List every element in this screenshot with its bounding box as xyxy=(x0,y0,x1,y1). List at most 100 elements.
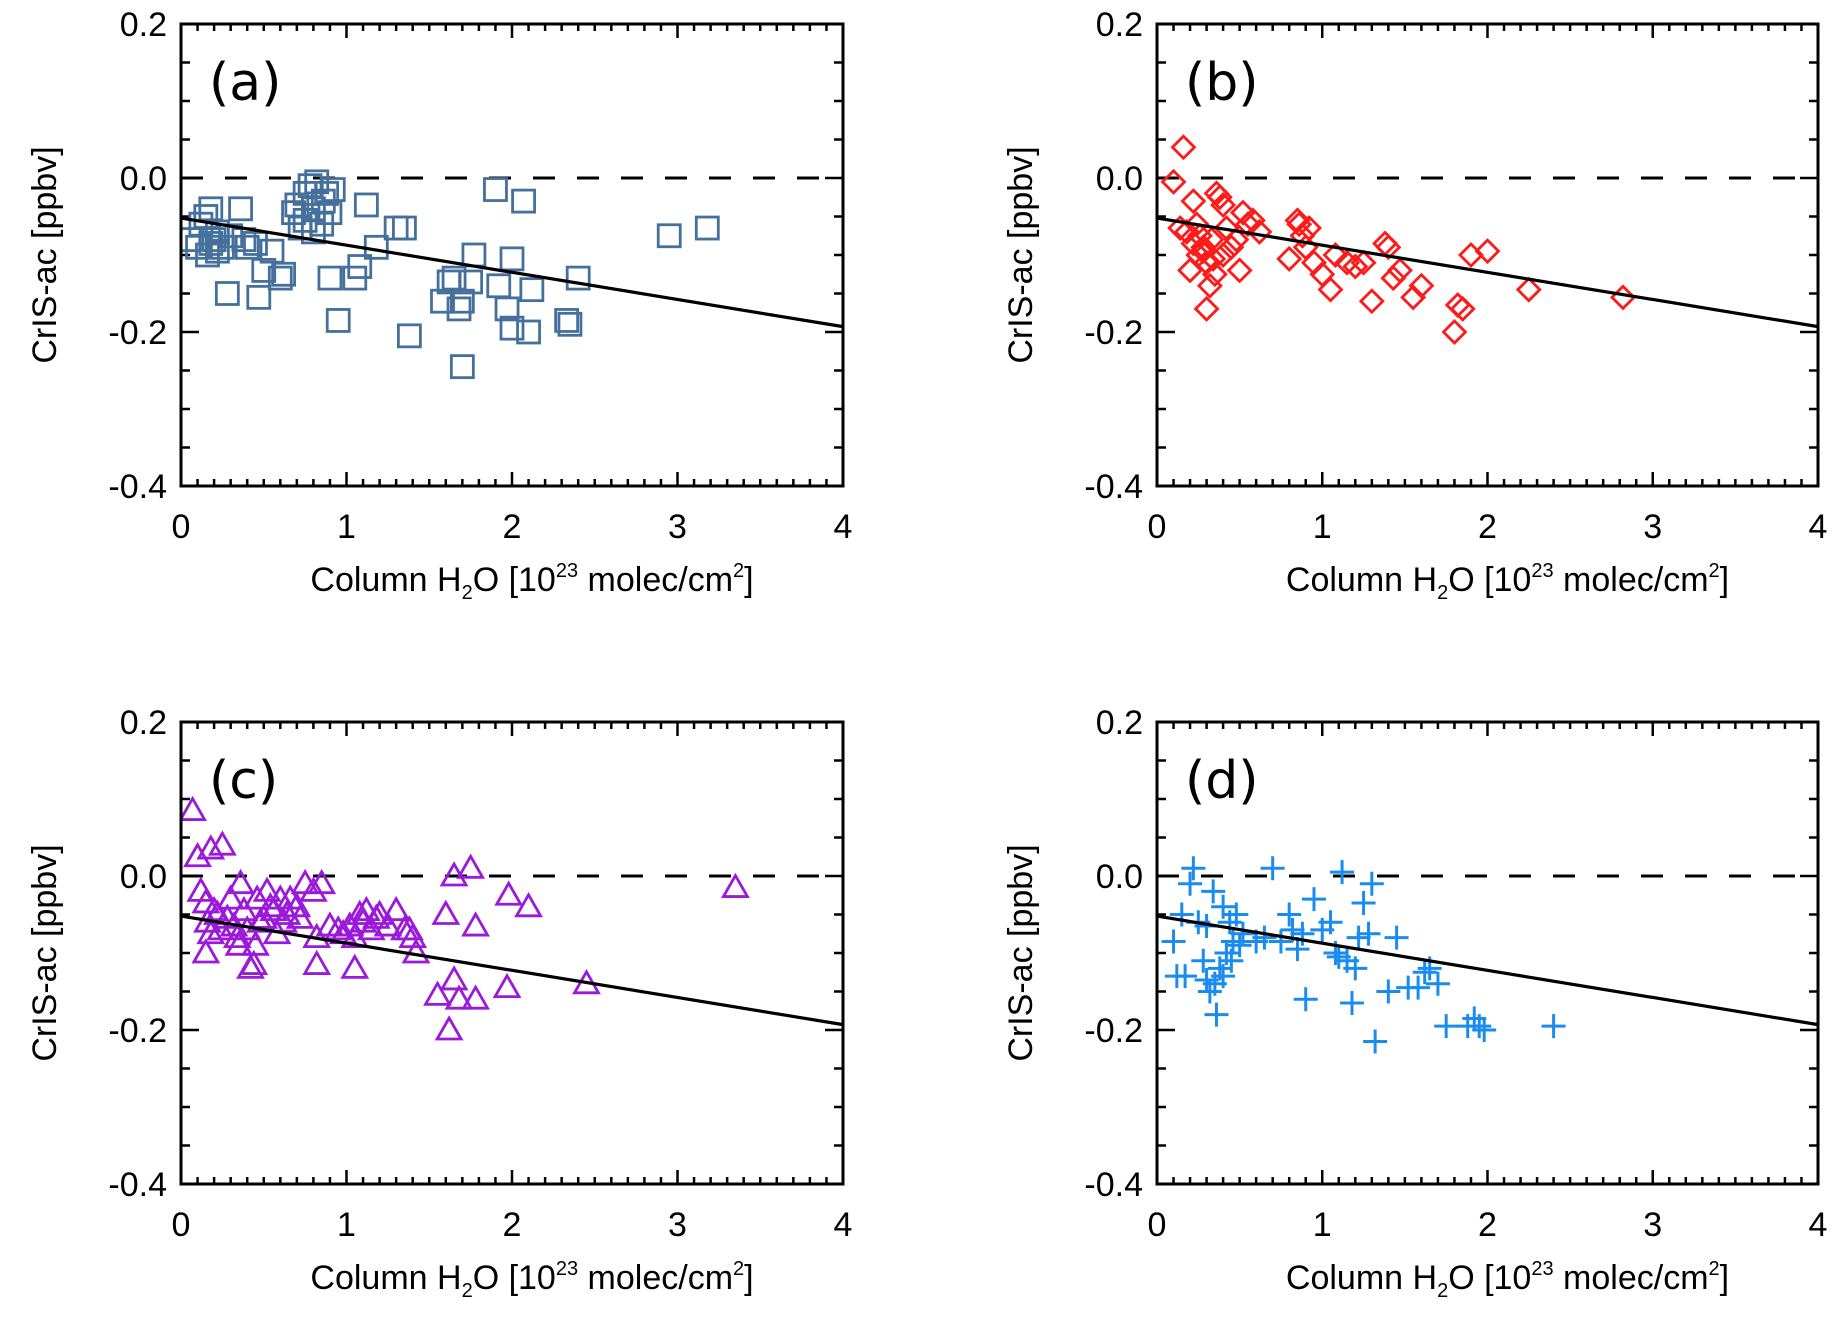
data-point-square xyxy=(511,188,536,214)
data-point-diamond xyxy=(1322,242,1349,268)
data-point-triangle xyxy=(373,911,403,937)
x-axis-title-pre: Column H xyxy=(310,561,461,599)
regression-line xyxy=(1156,914,1819,1027)
y-tick-label: -0.4 xyxy=(108,468,167,506)
data-point-plus xyxy=(1541,1014,1566,1039)
data-points xyxy=(1161,856,1566,1054)
data-point-triangle xyxy=(494,880,524,906)
x-axis-title: Column H2O [1023 molec/cm2] xyxy=(1286,1258,1729,1302)
data-point-square xyxy=(565,265,591,291)
x-axis-title-mid: O [10 xyxy=(1448,1259,1531,1297)
data-point-plus xyxy=(1181,856,1206,881)
data-point-square xyxy=(392,215,417,241)
data-point-plus xyxy=(1434,1014,1459,1039)
data-point-plus xyxy=(1204,1002,1229,1027)
data-point-plus xyxy=(1425,971,1450,996)
data-point-triangle xyxy=(181,795,207,821)
data-point-plus xyxy=(1472,1018,1497,1042)
x-tick-label: 3 xyxy=(1643,508,1662,546)
data-point-diamond xyxy=(1210,191,1237,218)
data-point-plus xyxy=(1277,902,1302,927)
data-point-square xyxy=(271,261,297,287)
data-point-diamond xyxy=(1449,295,1476,322)
data-point-triangle xyxy=(226,868,255,895)
y-tick-label: -0.2 xyxy=(1084,1012,1143,1050)
data-point-plus xyxy=(1201,879,1226,904)
data-point-diamond xyxy=(1350,249,1377,276)
data-point-diamond xyxy=(1317,276,1344,303)
data-point-plus xyxy=(1178,871,1203,896)
data-point-square xyxy=(234,234,260,260)
data-point-diamond xyxy=(1400,284,1427,311)
x-tick-label: 2 xyxy=(503,508,522,546)
panel-label: (d) xyxy=(1185,751,1259,811)
x-tick-label: 3 xyxy=(668,1206,687,1244)
data-point-square xyxy=(243,231,268,256)
data-point-plus xyxy=(1318,910,1343,935)
data-point-square xyxy=(449,354,475,380)
data-point-square xyxy=(353,192,379,218)
data-point-plus xyxy=(1330,860,1355,885)
data-point-diamond xyxy=(1170,134,1197,161)
x-axis-title-sub: 2 xyxy=(1437,1280,1448,1302)
x-axis-title-sup2: 2 xyxy=(1709,560,1720,582)
data-point-diamond xyxy=(1193,295,1220,322)
data-point-triangle xyxy=(461,984,491,1010)
x-tick-label: 1 xyxy=(337,1206,356,1244)
data-point-square xyxy=(228,196,253,222)
data-point-triangle xyxy=(285,903,315,929)
x-tick-label: 1 xyxy=(1313,508,1332,546)
data-point-square xyxy=(347,254,373,279)
data-point-square xyxy=(694,215,720,241)
data-point-square xyxy=(251,257,277,283)
x-tick-label: 2 xyxy=(1478,1206,1497,1244)
data-point-diamond xyxy=(1218,234,1245,261)
plot-frame xyxy=(179,22,845,488)
x-axis-title-sup1: 23 xyxy=(1531,560,1553,582)
data-point-triangle xyxy=(514,891,543,918)
data-point-triangle xyxy=(351,895,381,922)
data-point-square xyxy=(554,308,580,333)
x-axis-title-post: molec/cm xyxy=(1554,561,1709,599)
x-axis-title-sup1: 23 xyxy=(556,560,578,582)
data-point-diamond xyxy=(1515,276,1542,303)
data-point-plus xyxy=(1161,929,1186,954)
data-point-plus xyxy=(1412,960,1437,985)
data-point-diamond xyxy=(1201,261,1228,288)
x-axis-title-mid: O [10 xyxy=(473,561,556,599)
data-point-triangle xyxy=(323,915,353,941)
data-point-triangle xyxy=(307,868,337,895)
x-axis-title-sup2: 2 xyxy=(1709,1258,1720,1280)
data-point-square xyxy=(214,281,240,306)
panel-label: (b) xyxy=(1185,53,1259,113)
x-axis-title-pre: Column H xyxy=(1286,1259,1437,1297)
data-point-plus xyxy=(1252,925,1277,950)
y-axis-title: CrIS-ac [ppbv] xyxy=(1002,146,1040,363)
data-point-diamond xyxy=(1296,215,1323,242)
y-tick-label: 0.0 xyxy=(120,160,167,198)
data-point-plus xyxy=(1356,921,1381,946)
data-points xyxy=(181,169,720,380)
data-point-square xyxy=(267,265,293,291)
data-point-triangle xyxy=(282,891,312,918)
x-axis-title: Column H2O [1023 molec/cm2] xyxy=(1286,560,1729,604)
data-point-square xyxy=(519,277,545,303)
x-axis-title-mid: O [10 xyxy=(1448,561,1531,599)
x-tick-label: 4 xyxy=(834,1206,853,1244)
data-point-diamond xyxy=(1441,319,1468,345)
data-point-plus xyxy=(1293,987,1318,1012)
data-point-diamond xyxy=(1375,234,1402,261)
plot-frame xyxy=(1155,22,1820,488)
y-tick-label: 0.2 xyxy=(1096,704,1143,742)
data-point-square xyxy=(499,246,525,272)
x-axis-title-sub: 2 xyxy=(462,1280,473,1302)
data-point-triangle xyxy=(461,911,491,937)
data-point-triangle xyxy=(423,980,452,1006)
data-point-diamond xyxy=(1301,249,1327,276)
x-tick-label: 3 xyxy=(1643,1206,1662,1244)
data-point-square xyxy=(557,311,583,337)
x-axis-title: Column H2O [1023 molec/cm2] xyxy=(310,560,753,604)
panel-label: (a) xyxy=(209,53,281,113)
